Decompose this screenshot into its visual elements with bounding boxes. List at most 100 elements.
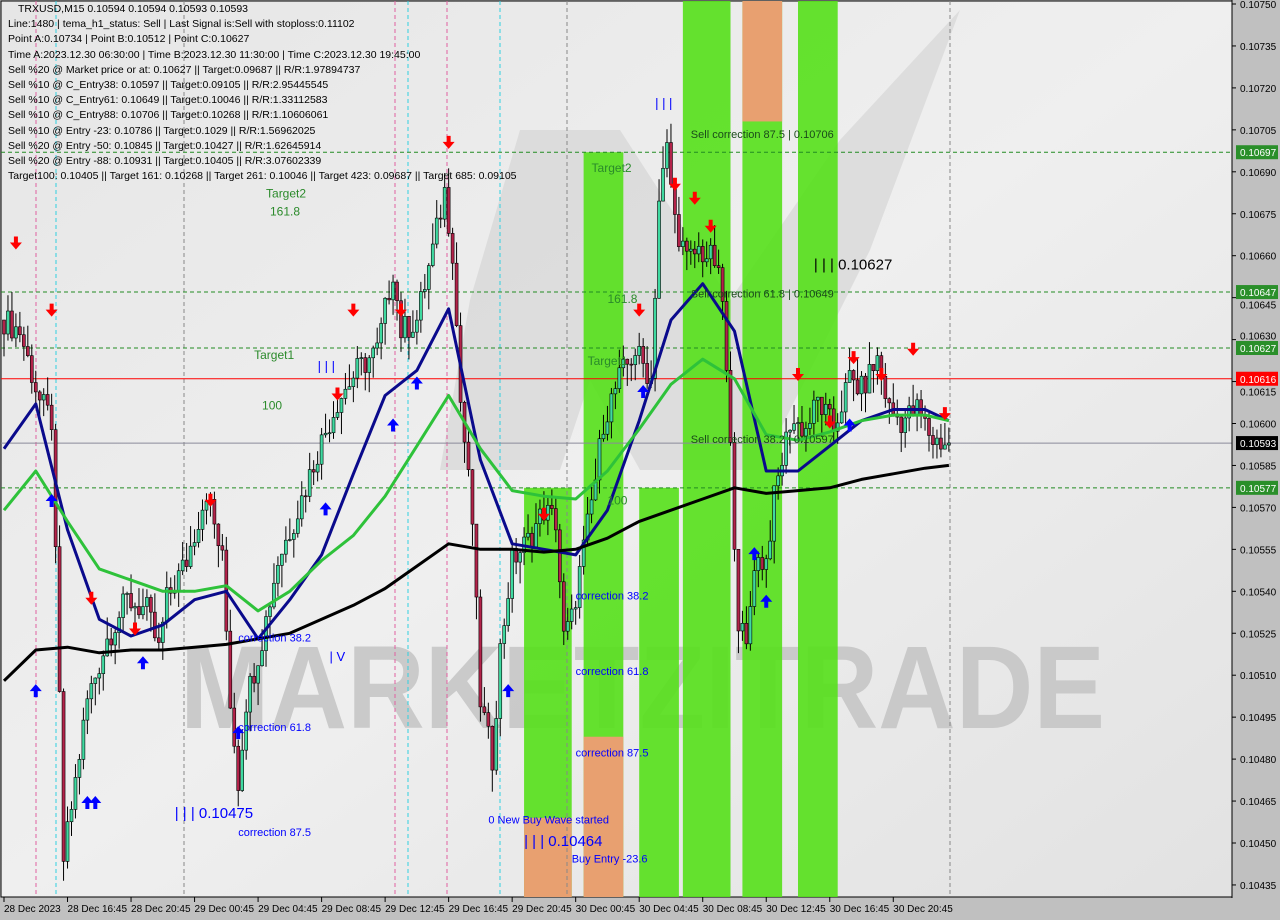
price-tick-label: 0.10615 — [1240, 388, 1277, 399]
candle — [236, 739, 241, 807]
candle — [800, 405, 804, 442]
candle-body — [792, 423, 796, 431]
sell-arrow-icon — [668, 177, 681, 191]
time-axis[interactable]: 28 Dec 2023 28 Dec 16:45 28 Dec 20:45 29 De… — [3, 897, 953, 915]
candle-body — [117, 617, 121, 633]
candle — [331, 401, 336, 439]
info-line: Target100: 0.10405 || Target 161: 0.1026… — [8, 170, 517, 183]
sell-arrow-icon — [129, 622, 142, 636]
sell-arrow-icon — [688, 191, 701, 205]
candle — [97, 667, 102, 695]
candle-body — [712, 244, 717, 266]
candle-body — [827, 403, 832, 410]
candle-body — [677, 214, 681, 248]
candle-body — [796, 422, 800, 425]
candle — [284, 526, 288, 563]
candle — [637, 332, 642, 365]
candle-body — [220, 545, 225, 551]
candle — [716, 249, 721, 274]
candle — [724, 290, 729, 383]
candle — [645, 346, 649, 389]
candle-body — [180, 559, 185, 572]
candle-body — [947, 442, 951, 446]
candle-body — [692, 248, 697, 255]
candle-body — [248, 675, 252, 713]
candle-body — [41, 394, 46, 401]
candle-body — [530, 532, 534, 548]
chart-annotation: Sell correction 38.2 | 0.10597 — [691, 434, 834, 446]
chart-annotation: | | | 0.10464 — [524, 833, 602, 850]
candle — [903, 410, 907, 448]
candle-body — [161, 621, 165, 643]
buy-arrow-icon — [319, 502, 332, 516]
candle — [133, 602, 137, 627]
time-tick-label: 29 Dec 20:45 — [512, 904, 572, 915]
candle-body — [395, 281, 399, 302]
signal-info-panel: TRXUSD,M15 0.10594 0.10594 0.10593 0.105… — [8, 2, 517, 184]
candle — [295, 500, 300, 538]
candle — [149, 594, 153, 632]
candle — [303, 489, 308, 513]
candle-body — [379, 323, 383, 344]
candle-body — [446, 187, 451, 234]
candle-body — [633, 355, 638, 366]
candle — [788, 429, 792, 454]
candle — [851, 369, 856, 402]
candle-body — [85, 698, 90, 721]
candle-body — [812, 399, 816, 424]
candle — [728, 351, 733, 446]
vertical-markers — [35, 1, 951, 897]
candle — [184, 542, 189, 572]
price-level-badge — [1236, 436, 1278, 451]
candle — [252, 663, 256, 693]
candle-body — [915, 399, 919, 416]
candle — [101, 650, 106, 691]
candle — [565, 607, 570, 640]
candle — [196, 511, 201, 548]
price-axis[interactable]: 0.10750 0.10735 0.10720 0.10705 0.10690 0.106… — [1232, 0, 1278, 892]
candle-body — [823, 403, 828, 415]
chart-annotation: Sell correction 87.5 | 0.10706 — [691, 129, 834, 141]
candle — [633, 348, 638, 381]
candle — [153, 593, 157, 642]
candle-body — [510, 548, 514, 599]
chart-annotation: correction 38.2 — [238, 633, 311, 645]
candle — [73, 764, 78, 819]
candle — [613, 381, 618, 410]
candle — [601, 414, 606, 442]
candle-body — [2, 319, 6, 335]
candle — [700, 239, 705, 278]
candle — [137, 588, 141, 619]
price-tick-label: 0.10660 — [1240, 252, 1277, 263]
candle-body — [272, 582, 276, 608]
info-line: Sell %10 @ Entry -23: 0.10786 || Target:… — [8, 124, 316, 137]
candle — [736, 549, 741, 654]
candle-body — [689, 248, 693, 252]
candle-body — [288, 539, 292, 541]
info-line: Sell %10 @ C_Entry88: 0.10706 || Target:… — [8, 109, 329, 122]
candle-body — [430, 243, 435, 266]
candle — [839, 390, 844, 424]
candle — [224, 536, 229, 641]
candle-body — [6, 310, 10, 335]
buy-arrow-icon — [136, 656, 149, 670]
candle-body — [280, 553, 284, 566]
candle — [339, 397, 344, 435]
candle — [26, 325, 30, 358]
sell-arrow-icon — [45, 303, 58, 317]
candle — [550, 489, 554, 516]
candle-body — [935, 437, 939, 445]
candle-body — [371, 347, 376, 359]
candle-body — [176, 570, 181, 593]
chart-annotation: Target1 — [254, 348, 294, 362]
buy-arrow-icon — [760, 594, 773, 608]
buy-arrow-icon — [502, 684, 515, 698]
symbol-title: TRXUSD,M15 0.10594 0.10594 0.10593 0.105… — [18, 3, 249, 15]
candle-body — [927, 418, 931, 436]
candle-body — [565, 621, 570, 632]
candle — [931, 426, 935, 459]
candle-body — [569, 608, 574, 622]
candle — [768, 520, 773, 561]
candle — [609, 387, 614, 439]
